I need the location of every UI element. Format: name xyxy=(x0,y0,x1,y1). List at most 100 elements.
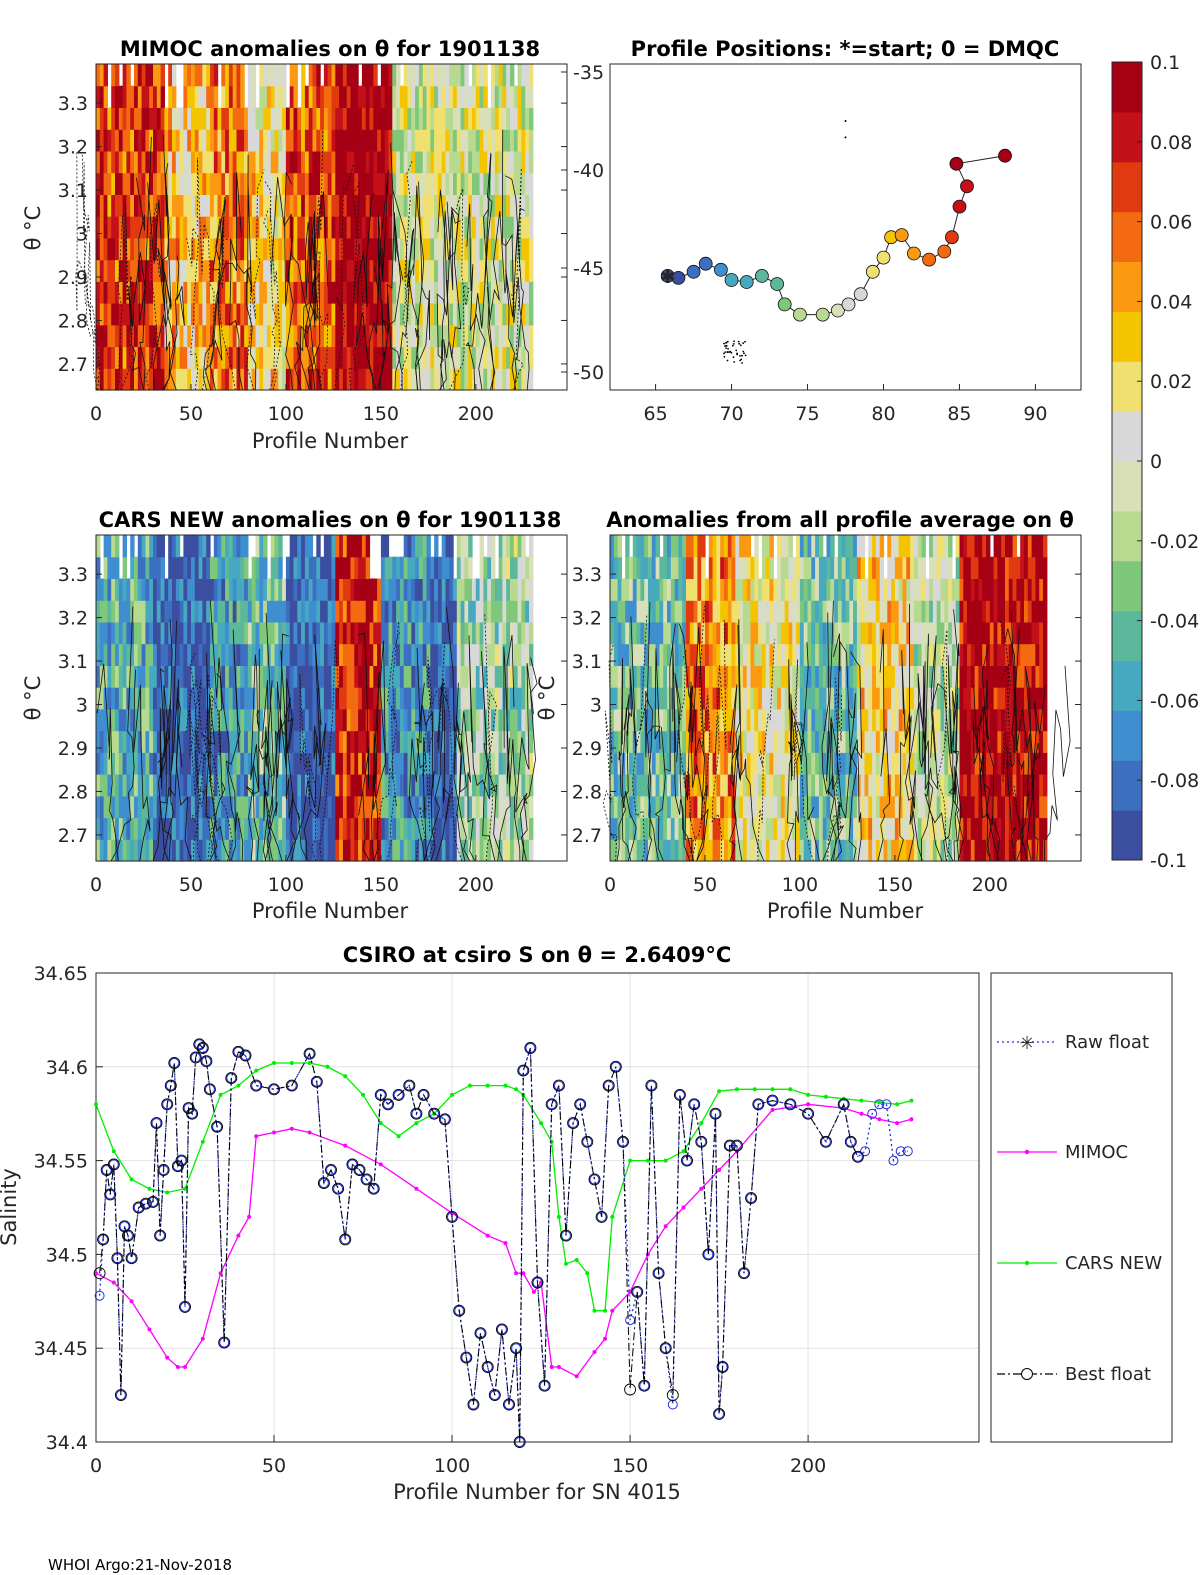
heatmap-cell xyxy=(898,795,904,819)
heatmap-cell xyxy=(122,795,127,819)
contour-line xyxy=(505,175,524,391)
heatmap-cell xyxy=(316,817,321,840)
heatmap-cell xyxy=(331,172,336,195)
heatmap-cell xyxy=(156,708,162,732)
heatmap-cell xyxy=(780,839,786,862)
heatmap-cell xyxy=(659,621,664,645)
heatmap-cell xyxy=(517,708,522,732)
heatmap-cell xyxy=(251,85,257,108)
heatmap-cell xyxy=(263,237,268,261)
heatmap-cell xyxy=(750,665,755,688)
heatmap-cell xyxy=(472,324,477,348)
heatmap-cell xyxy=(107,774,112,797)
colorbar-tick-label: 0.02 xyxy=(1150,371,1192,393)
heatmap-cell xyxy=(613,730,619,753)
heatmap-cell xyxy=(191,303,196,326)
heatmap-cell xyxy=(705,795,710,819)
heatmap-cell xyxy=(746,730,752,753)
heatmap-cell xyxy=(784,774,790,797)
heatmap-cell xyxy=(834,643,839,666)
heatmap-cell xyxy=(913,578,919,601)
heatmap-cell xyxy=(629,600,634,623)
heatmap-cell xyxy=(399,556,405,579)
colorbar-segment xyxy=(1112,161,1142,213)
heatmap-cell xyxy=(304,708,310,732)
heatmap-cell xyxy=(187,817,192,840)
heatmap-cell xyxy=(445,259,450,282)
heatmap-cell xyxy=(107,346,112,369)
heatmap-cell xyxy=(232,107,238,130)
heatmap-cell xyxy=(187,129,192,152)
heatmap-cell xyxy=(479,324,484,348)
heatmap-cell xyxy=(754,708,759,732)
heatmap-cell xyxy=(373,194,378,217)
heatmap-cell xyxy=(632,774,638,797)
heatmap-cell xyxy=(403,708,409,732)
heatmap-cell xyxy=(913,621,919,645)
heatmap-cell xyxy=(460,129,465,152)
heatmap-cell xyxy=(632,839,638,862)
heatmap-cell xyxy=(145,578,150,601)
heatmap-cell xyxy=(289,535,295,558)
heatmap-cell xyxy=(232,578,238,601)
heatmap-cell xyxy=(784,621,790,645)
heatmap-cell xyxy=(373,621,378,645)
heatmap-cell xyxy=(818,708,824,732)
heatmap-cell xyxy=(232,730,238,753)
heatmap-cell xyxy=(297,578,302,601)
heatmap-cell xyxy=(293,172,298,195)
heatmap-cell xyxy=(141,172,146,195)
heatmap-cell xyxy=(917,708,923,732)
heatmap-cell xyxy=(479,621,484,645)
heatmap-cell xyxy=(232,600,238,623)
heatmap-cell xyxy=(115,150,120,174)
heatmap-cell xyxy=(278,795,283,819)
heatmap-cell xyxy=(464,752,469,775)
heatmap-cell xyxy=(517,281,522,304)
heatmap-cell xyxy=(426,107,431,130)
heatmap-cell xyxy=(244,556,249,579)
heatmap-cell xyxy=(655,535,660,558)
heatmap-cell xyxy=(107,237,112,261)
heatmap-cell xyxy=(936,687,942,710)
heatmap-cell xyxy=(278,839,283,862)
heatmap-cell xyxy=(111,795,116,819)
heatmap-cell xyxy=(350,795,355,819)
heatmap-cell xyxy=(350,665,355,688)
heatmap-cell xyxy=(327,346,333,369)
heatmap-cell xyxy=(720,839,725,862)
heatmap-cell xyxy=(498,774,503,797)
heatmap-cell xyxy=(361,708,367,732)
heatmap-cell xyxy=(141,643,146,666)
heatmap-cell xyxy=(784,817,790,840)
heatmap-cell xyxy=(472,600,477,623)
heatmap-cell xyxy=(141,129,146,152)
heatmap-cell xyxy=(225,129,230,152)
heatmap-cell xyxy=(708,839,714,862)
heatmap-cell xyxy=(388,85,393,108)
heatmap-cell xyxy=(396,237,401,261)
heatmap-cell xyxy=(906,621,911,645)
contour-line xyxy=(200,693,231,862)
heatmap-cell xyxy=(350,346,355,369)
heatmap-cell xyxy=(479,368,484,391)
heatmap-cell xyxy=(521,237,526,261)
heatmap-cell xyxy=(141,578,146,601)
heatmap-cell xyxy=(856,817,862,840)
heatmap-cell xyxy=(335,129,340,152)
x-tick-label: 85 xyxy=(947,403,971,425)
heatmap-cell xyxy=(172,795,177,819)
heatmap-cell xyxy=(811,578,816,601)
heatmap-cell xyxy=(407,578,412,601)
heatmap-cell xyxy=(126,259,131,282)
heatmap-cell xyxy=(902,556,907,579)
heatmap-cell xyxy=(629,774,634,797)
heatmap-cell xyxy=(111,556,116,579)
heatmap-cell xyxy=(621,600,626,623)
heatmap-cell xyxy=(940,621,945,645)
heatmap-cell xyxy=(392,85,397,108)
heatmap-cell xyxy=(529,730,534,753)
heatmap-cell xyxy=(323,303,329,326)
heatmap-cell xyxy=(849,578,854,601)
heatmap-cell xyxy=(251,665,257,688)
